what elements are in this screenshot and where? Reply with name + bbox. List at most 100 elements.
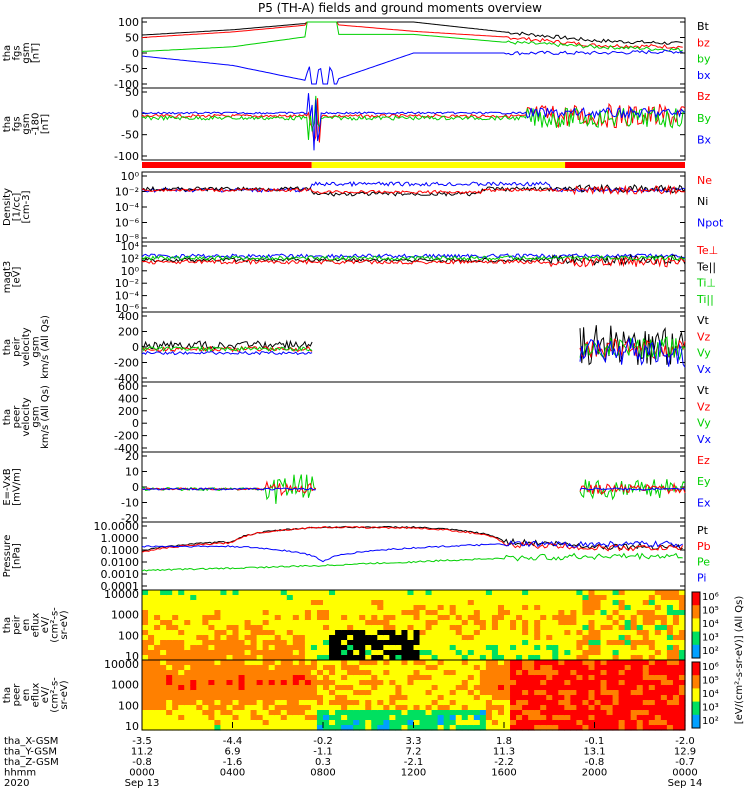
spec-cell bbox=[238, 620, 246, 626]
spec-cell bbox=[606, 690, 614, 696]
spec-cell bbox=[377, 625, 384, 631]
spec-cell bbox=[636, 590, 644, 596]
spec-cell bbox=[280, 635, 288, 641]
spec-cell bbox=[298, 630, 306, 636]
spec-cell bbox=[552, 595, 559, 601]
spec-cell bbox=[522, 660, 529, 666]
spec-cell bbox=[310, 685, 318, 691]
y-tick-label: -400 bbox=[114, 372, 139, 385]
spec-cell bbox=[666, 690, 674, 696]
spec-cell bbox=[540, 610, 547, 616]
spec-cell bbox=[570, 705, 577, 711]
y-tick-label: 1000 bbox=[111, 679, 139, 692]
spec-cell bbox=[540, 630, 547, 636]
spec-cell bbox=[516, 610, 523, 616]
spec-cell bbox=[504, 665, 511, 671]
spec-cell bbox=[588, 665, 596, 671]
spec-cell bbox=[660, 695, 668, 701]
y-tick-label: 20 bbox=[125, 450, 139, 463]
x-tick-label: 7.2 bbox=[406, 747, 422, 758]
spec-cell bbox=[202, 685, 209, 691]
spec-cell bbox=[455, 690, 463, 696]
spec-cell bbox=[226, 645, 234, 651]
spec-cell bbox=[310, 620, 318, 626]
spec-cell bbox=[654, 705, 662, 711]
spec-cell bbox=[564, 595, 571, 601]
spec-cell bbox=[353, 710, 360, 716]
spec-cell bbox=[268, 660, 276, 666]
spec-cell bbox=[660, 600, 668, 606]
colorbar-segment bbox=[692, 717, 700, 720]
spec-cell bbox=[262, 705, 270, 711]
spec-cell bbox=[238, 710, 246, 716]
spec-cell bbox=[226, 600, 234, 606]
x-tick-label: -2.0 bbox=[675, 736, 695, 747]
y-tick-label: 400 bbox=[118, 392, 139, 405]
spec-cell bbox=[292, 660, 300, 666]
series-Te-perp bbox=[141, 256, 686, 268]
spec-cell bbox=[347, 710, 354, 716]
spec-cell bbox=[196, 615, 203, 621]
spec-cell bbox=[425, 605, 433, 611]
spec-cell bbox=[148, 640, 155, 646]
spec-cell bbox=[142, 680, 149, 686]
spec-cell bbox=[618, 665, 626, 671]
spec-cell bbox=[341, 670, 348, 676]
spec-cell bbox=[461, 720, 469, 726]
spec-cell bbox=[660, 720, 668, 726]
spec-cell bbox=[292, 635, 300, 641]
spec-cell bbox=[636, 680, 644, 686]
spec-cell bbox=[564, 615, 571, 621]
spec-cell bbox=[546, 640, 553, 646]
region-bar-yellow bbox=[311, 162, 566, 168]
spec-cell bbox=[184, 595, 191, 601]
spec-cell bbox=[552, 635, 559, 641]
spec-cell bbox=[455, 650, 463, 656]
spec-cell bbox=[292, 595, 300, 601]
spec-cell bbox=[238, 605, 246, 611]
spec-cell bbox=[274, 655, 282, 661]
x-tick-label: -2.2 bbox=[494, 757, 514, 768]
spec-cell bbox=[491, 630, 499, 636]
spec-cell bbox=[485, 680, 493, 686]
spec-cell bbox=[648, 590, 656, 596]
spec-cell bbox=[576, 700, 584, 706]
spec-cell bbox=[630, 655, 638, 661]
spec-cell bbox=[371, 665, 378, 671]
spec-cell bbox=[491, 675, 499, 681]
spec-cell bbox=[280, 660, 288, 666]
spec-cell bbox=[552, 675, 559, 681]
spec-cell bbox=[425, 640, 433, 646]
spec-cell bbox=[244, 685, 252, 691]
spec-cell bbox=[244, 665, 252, 671]
spec-cell bbox=[461, 610, 469, 616]
spec-cell bbox=[214, 655, 222, 661]
spec-cell bbox=[654, 690, 662, 696]
spec-cell bbox=[329, 720, 336, 726]
spec-cell bbox=[630, 695, 638, 701]
spec-cell bbox=[184, 645, 191, 651]
spec-cell bbox=[516, 605, 523, 611]
spec-cell bbox=[642, 695, 650, 701]
spec-cell bbox=[190, 595, 197, 601]
spec-cell bbox=[208, 670, 215, 676]
spec-cell bbox=[214, 590, 222, 596]
spec-cell bbox=[497, 725, 505, 731]
spec-cell bbox=[310, 705, 318, 711]
spec-cell bbox=[371, 605, 378, 611]
spec-cell bbox=[624, 680, 632, 686]
y-axis-label: magt3 bbox=[2, 261, 13, 294]
spec-cell bbox=[407, 695, 415, 701]
spec-cell bbox=[142, 610, 149, 616]
spec-cell bbox=[244, 675, 252, 681]
spec-cell bbox=[660, 665, 668, 671]
spec-cell bbox=[371, 725, 378, 731]
spec-cell bbox=[666, 670, 674, 676]
spec-cell bbox=[528, 620, 535, 626]
spec-cell bbox=[256, 660, 264, 666]
spec-cell bbox=[576, 645, 584, 651]
spec-cell bbox=[678, 620, 686, 626]
spec-cell bbox=[485, 665, 493, 671]
spec-cell bbox=[666, 650, 674, 656]
spec-cell bbox=[316, 600, 324, 606]
